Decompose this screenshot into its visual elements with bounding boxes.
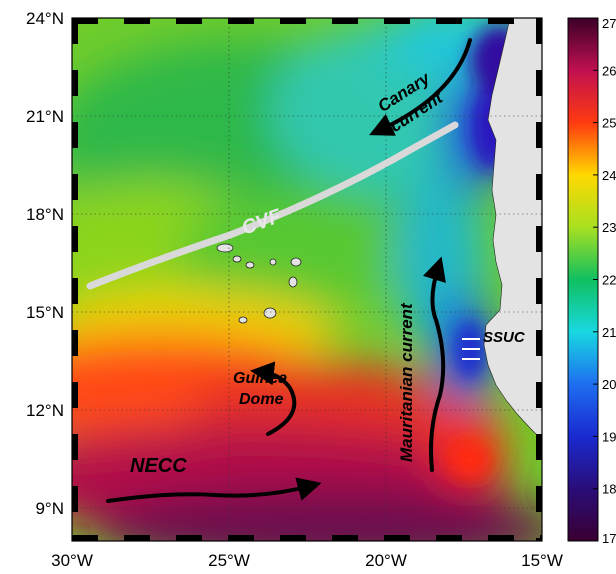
lat-tick: 12°N bbox=[26, 401, 64, 420]
lat-tick-labels: 24°N 21°N 18°N 15°N 12°N 9°N bbox=[26, 9, 64, 518]
lat-tick: 24°N bbox=[26, 9, 64, 28]
cvf-front-line bbox=[86, 121, 459, 290]
colorbar-tick-label: 25 bbox=[602, 116, 616, 131]
guinea-dome-arrow bbox=[250, 361, 297, 436]
mauritanian-label: Mauritanian current bbox=[397, 302, 416, 462]
colorbar-tick-label: 17 bbox=[602, 531, 616, 546]
necc-arrow bbox=[106, 477, 322, 503]
lon-tick: 20°W bbox=[365, 551, 407, 570]
sst-field bbox=[72, 18, 542, 541]
lon-tick: 30°W bbox=[51, 551, 93, 570]
lon-tick: 15°W bbox=[521, 551, 563, 570]
lat-tick: 21°N bbox=[26, 107, 64, 126]
lon-tick-labels: 30°W 25°W 20°W 15°W bbox=[51, 551, 563, 570]
lat-tick: 18°N bbox=[26, 205, 64, 224]
ssuc-bars bbox=[462, 338, 480, 360]
africa-coast bbox=[483, 18, 542, 441]
mauritanian-current-arrow bbox=[422, 256, 446, 472]
guinea-label-2: Dome bbox=[239, 391, 284, 408]
guinea-label-1: Guinea bbox=[233, 370, 287, 387]
map-grid bbox=[72, 18, 542, 541]
necc-label: NECC bbox=[130, 455, 187, 477]
colorbar-tick-label: 19 bbox=[602, 429, 616, 444]
cape-verde-islands bbox=[216, 243, 302, 324]
colorbar-tick-label: 21 bbox=[602, 325, 616, 340]
lon-tick: 25°W bbox=[208, 551, 250, 570]
map-frame bbox=[71, 17, 543, 542]
colorbar-tick-label: 24 bbox=[602, 168, 616, 183]
colorbar-tick-label: 23 bbox=[602, 220, 616, 235]
colorbar-tick-label: 18 bbox=[602, 482, 616, 497]
ssuc-label: SSUC bbox=[483, 329, 526, 346]
colorbar-tick-label: 20 bbox=[602, 377, 616, 392]
colorbar-tick-label: 26 bbox=[602, 63, 616, 78]
colorbar-tick-label: 22 bbox=[602, 273, 616, 288]
lat-tick: 15°N bbox=[26, 303, 64, 322]
lat-tick: 9°N bbox=[35, 499, 64, 518]
colorbar-tick-label: 27 bbox=[602, 16, 616, 31]
canary-current-arrow bbox=[369, 38, 472, 136]
colorbar: 27 26 25 24 23 22 21 20 19 18 17 bbox=[567, 16, 616, 546]
current-arrows bbox=[106, 38, 472, 503]
